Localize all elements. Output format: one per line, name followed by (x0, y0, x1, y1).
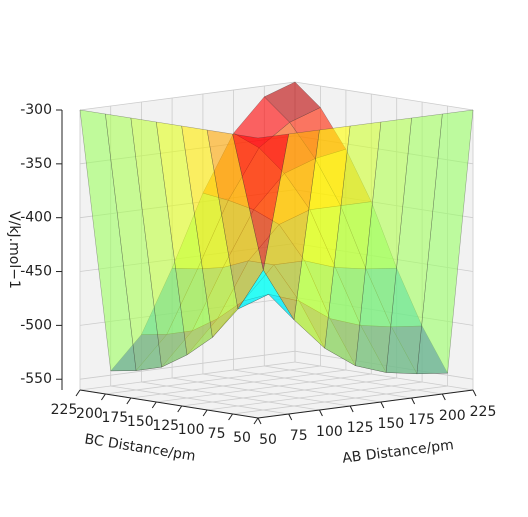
x-tick (380, 401, 385, 409)
y-tick-label: 225 (51, 402, 78, 418)
z-tick-label: -450 (20, 264, 52, 280)
x-tick (411, 397, 416, 405)
x-tick (349, 405, 354, 413)
x-axis (257, 389, 474, 419)
y-tick-label: 75 (208, 426, 226, 442)
x-tick-label: 200 (439, 408, 466, 424)
y-tick-label: 125 (152, 418, 179, 434)
z-axis-label: V/kJ.mol−1 (6, 211, 22, 289)
z-tick-label: -350 (20, 156, 52, 172)
surface-patch (232, 133, 289, 271)
x-tick-label: 75 (290, 428, 308, 444)
y-tick (126, 397, 132, 405)
z-tick-label: -550 (20, 371, 52, 387)
x-tick-label: 225 (470, 404, 497, 420)
y-tick-label: 150 (127, 414, 154, 430)
x-tick (318, 409, 323, 417)
y-tick (202, 409, 208, 417)
z-tick-label: -300 (20, 102, 52, 118)
x-tick-label: 150 (377, 416, 404, 432)
y-tick-label: 50 (233, 430, 251, 446)
x-tick (257, 417, 262, 425)
y-tick (75, 389, 81, 397)
z-tick-label: -400 (20, 210, 52, 226)
x-tick-label: 125 (347, 420, 374, 436)
y-tick-label: 175 (101, 410, 128, 426)
x-axis-label: AB Distance/pm (341, 437, 454, 467)
x-tick-label: 175 (408, 412, 435, 428)
y-tick (228, 413, 233, 421)
x-tick-label: 50 (259, 432, 277, 448)
y-tick (253, 417, 259, 425)
x-tick (472, 389, 477, 397)
y-tick-label: 100 (178, 422, 205, 438)
y-tick-label: 200 (76, 406, 103, 422)
pane (80, 362, 473, 418)
y-axis (79, 389, 259, 419)
z-tick-label: -500 (20, 317, 52, 333)
x-tick (288, 413, 293, 421)
x-tick-label: 100 (316, 424, 343, 440)
y-tick (177, 405, 183, 413)
x-tick (441, 393, 446, 401)
y-tick (101, 393, 106, 401)
y-tick (151, 401, 157, 409)
